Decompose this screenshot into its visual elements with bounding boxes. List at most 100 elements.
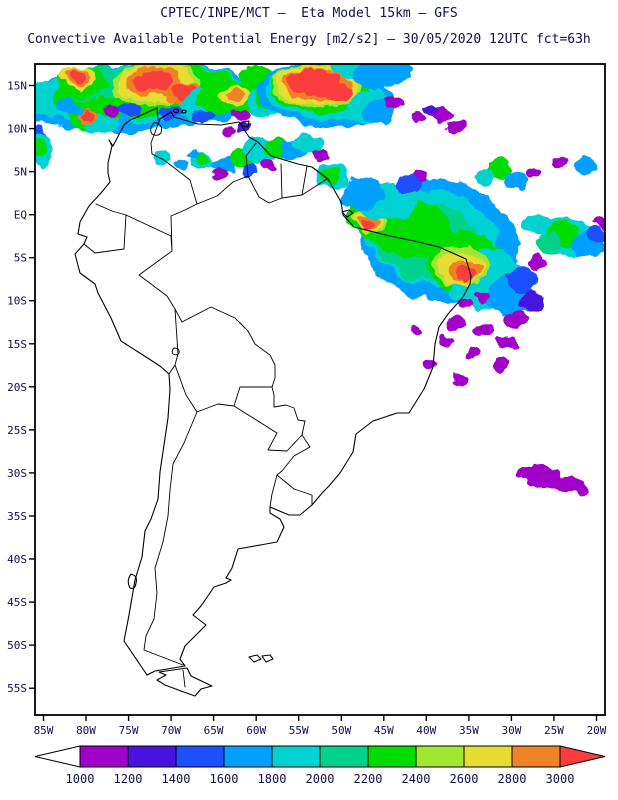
colorbar-segment — [463, 745, 513, 768]
lon-tick-label: 40W — [416, 724, 436, 737]
lon-tick-label: 65W — [204, 724, 224, 737]
colorbar-tick-label: 1200 — [114, 772, 143, 786]
cape-region — [447, 318, 465, 331]
lon-tick-label: 70W — [161, 724, 181, 737]
lon-tick-label: 45W — [374, 724, 394, 737]
geography-outlines — [74, 107, 472, 697]
cape-shaded-field — [35, 64, 605, 495]
colorbar-tick-label: 2400 — [402, 772, 431, 786]
cape-region — [79, 110, 93, 121]
cape-region — [312, 150, 328, 163]
lon-tick-label: 30W — [501, 724, 521, 737]
cape-region — [519, 291, 546, 311]
cape-region — [525, 168, 540, 179]
colorbar-tick-label: 2600 — [450, 772, 479, 786]
cape-region — [452, 373, 468, 384]
cape-region — [501, 311, 530, 329]
lat-tick-label: 35S — [7, 510, 27, 523]
lat-tick-label: 20S — [7, 381, 27, 394]
lat-tick-label: 10N — [7, 123, 27, 136]
tierra-del-fuego-outline — [156, 667, 213, 697]
cape-region — [68, 69, 86, 82]
lon-tick-label: 25W — [544, 724, 564, 737]
colorbar-tick-label: 2200 — [354, 772, 383, 786]
cape-region — [411, 326, 424, 336]
colorbar-tick-label: 1400 — [162, 772, 191, 786]
cape-region — [411, 113, 425, 124]
cape-region — [133, 70, 175, 92]
cape-region — [395, 174, 423, 195]
lat-tick-label: 5N — [14, 166, 27, 179]
south-america-coastline — [74, 107, 472, 676]
map-frame — [34, 63, 606, 716]
lon-tick-label: 80W — [76, 724, 96, 737]
colorbar-tick-label: 3000 — [546, 772, 575, 786]
colorbar: 1000 1200 1400 1600 1800 2000 2200 2400 2600 2800… — [34, 745, 606, 786]
cape-region — [154, 152, 172, 165]
lat-tick-label: 5S — [14, 252, 27, 265]
cape-region — [262, 160, 275, 169]
axis-ticks — [29, 84, 598, 721]
cape-region — [456, 266, 477, 282]
cape-region — [593, 215, 605, 228]
lat-tick-label: 55S — [7, 682, 27, 695]
colorbar-tick-label: 2800 — [498, 772, 527, 786]
cape-region — [414, 169, 430, 182]
cape-region — [586, 227, 605, 245]
islands-outline — [127, 108, 354, 663]
cape-region — [291, 133, 323, 155]
cape-region — [536, 235, 563, 255]
lat-tick-label: EQ — [14, 209, 27, 222]
lat-tick-label: 15N — [7, 80, 27, 93]
lat-tick-label: 50S — [7, 639, 27, 652]
cape-region — [228, 88, 246, 102]
colorbar-segment — [367, 745, 417, 768]
colorbar-tick-label: 2000 — [306, 772, 335, 786]
cape-region — [423, 104, 438, 115]
lat-tick-label: 40S — [7, 553, 27, 566]
cape-region — [35, 81, 54, 116]
cape-region — [498, 336, 516, 349]
cape-region — [439, 334, 456, 345]
colorbar-arrow-left — [34, 745, 81, 768]
lat-tick-label: 15S — [7, 338, 27, 351]
colorbar-tick-label: 1800 — [258, 772, 287, 786]
cape-region — [184, 147, 201, 158]
axis-labels: 15N 10N 5N EQ 5S 10S 15S 20S 25S 30S 35S 40S 45S 50S 5… — [7, 80, 607, 738]
cape-region — [172, 159, 187, 170]
header-title-model: CPTEC/INPE/MCT – Eta Model 15km – GFS — [160, 6, 458, 21]
cape-region — [530, 256, 547, 268]
lon-tick-label: 60W — [246, 724, 266, 737]
cape-region — [448, 120, 464, 133]
cape-region — [240, 163, 258, 177]
cape-region — [523, 213, 551, 233]
cape-region — [35, 139, 47, 156]
cape-region — [353, 70, 381, 88]
cape-region — [117, 103, 140, 116]
cape-region — [193, 109, 214, 122]
colorbar-segment — [415, 745, 465, 768]
country-borders — [83, 118, 328, 688]
lat-tick-label: 25S — [7, 424, 27, 437]
cape-region — [324, 83, 350, 101]
cape-region — [475, 168, 497, 184]
colorbar-segment — [319, 745, 369, 768]
cape-region — [341, 177, 384, 209]
cape-region — [462, 347, 479, 358]
cape-shaded-field-clip — [35, 64, 605, 495]
colorbar-tick-label: 1000 — [66, 772, 95, 786]
cape-region — [211, 169, 225, 181]
cape-region — [457, 300, 472, 310]
colorbar-tick-label: 1600 — [210, 772, 239, 786]
lon-tick-label: 50W — [331, 724, 351, 737]
lon-tick-label: 20W — [587, 724, 607, 737]
cape-region — [550, 157, 566, 169]
colorbar-arrow-right — [559, 745, 606, 768]
colorbar-segment — [127, 745, 177, 768]
colorbar-segment — [271, 745, 321, 768]
cape-region — [473, 291, 490, 302]
colorbar-segment — [223, 745, 273, 768]
cape-region — [423, 360, 438, 371]
cape-region — [359, 219, 373, 231]
